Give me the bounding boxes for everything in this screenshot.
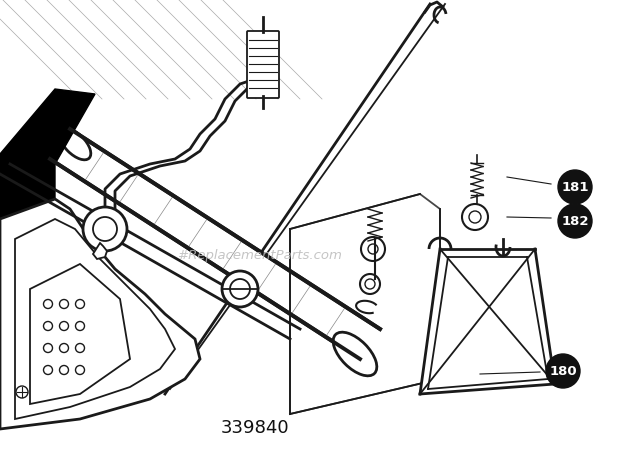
Ellipse shape: [59, 129, 91, 161]
Polygon shape: [290, 195, 440, 414]
Polygon shape: [0, 200, 200, 429]
Polygon shape: [15, 219, 175, 419]
Circle shape: [462, 205, 488, 230]
Text: #ReplacementParts.com: #ReplacementParts.com: [177, 248, 342, 261]
Polygon shape: [420, 249, 555, 394]
Ellipse shape: [333, 332, 377, 376]
Circle shape: [558, 171, 592, 205]
Polygon shape: [30, 264, 130, 404]
Circle shape: [368, 245, 378, 254]
Polygon shape: [50, 130, 380, 359]
Circle shape: [558, 205, 592, 239]
Polygon shape: [93, 243, 107, 259]
Circle shape: [230, 280, 250, 299]
Circle shape: [361, 237, 385, 262]
Circle shape: [546, 354, 580, 388]
Text: 181: 181: [561, 181, 589, 194]
Polygon shape: [0, 90, 95, 219]
Circle shape: [93, 218, 117, 241]
FancyBboxPatch shape: [247, 32, 279, 99]
Circle shape: [469, 212, 481, 224]
Text: 180: 180: [549, 365, 577, 378]
Circle shape: [16, 386, 28, 398]
Circle shape: [360, 274, 380, 294]
Text: 339840: 339840: [221, 418, 290, 436]
Circle shape: [222, 271, 258, 308]
Circle shape: [83, 207, 127, 252]
Circle shape: [365, 280, 375, 289]
Text: 182: 182: [561, 215, 589, 228]
